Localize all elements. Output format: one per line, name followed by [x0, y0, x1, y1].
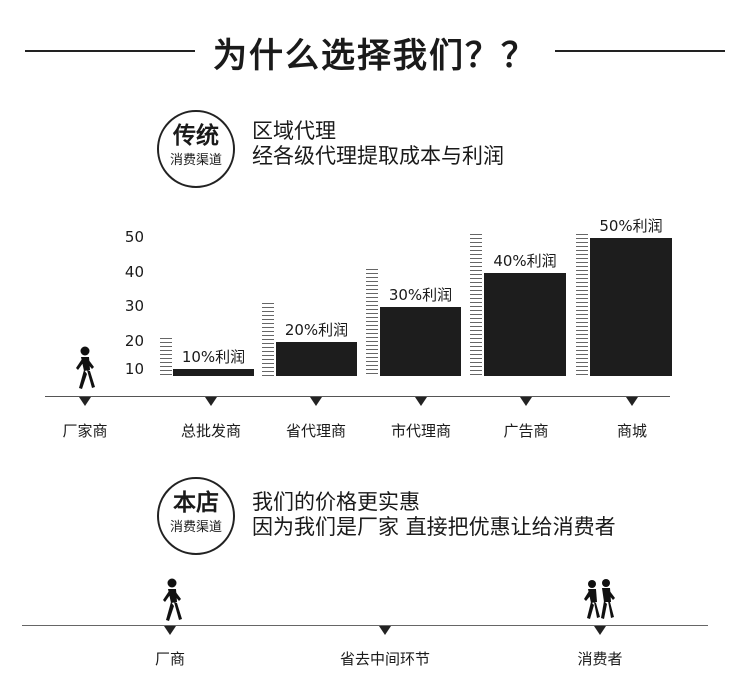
timeline-line — [22, 625, 708, 626]
category-label: 市代理商 — [390, 422, 451, 440]
y-tick-label: 10 — [124, 360, 144, 378]
bar-label: 40%利润 — [493, 251, 557, 270]
ours-badge: 本店 消费渠道 — [157, 477, 235, 555]
walking-person-icon — [76, 346, 95, 389]
category-marker — [415, 397, 427, 406]
timeline-label-skip-middle: 省去中间环节 — [339, 650, 430, 668]
timeline-label-factory: 厂商 — [154, 650, 185, 668]
y-tick-label: 20 — [124, 331, 144, 350]
walking-person-icon — [163, 578, 182, 621]
traditional-desc-line1: 区域代理 — [252, 119, 336, 143]
profit-chart: 50 40 30 20 10 10%利润 20%利润 30%利润 40%利润 50%利润厂家商 总批… — [45, 217, 672, 440]
ruler-2 — [262, 303, 274, 376]
timeline-marker — [379, 626, 391, 635]
ours-desc-line1: 我们的价格更实惠 — [252, 490, 420, 514]
title-line-left — [25, 50, 195, 52]
ruler-5 — [576, 234, 588, 376]
bar-商城 — [590, 238, 672, 376]
timeline-label-consumer: 消费者 — [577, 650, 623, 668]
category-label: 总批发商 — [180, 422, 241, 440]
ruler-4 — [470, 234, 482, 376]
traditional-badge: 传统 消费渠道 — [157, 110, 235, 188]
ruler-3 — [366, 268, 378, 376]
category-label: 广告商 — [503, 422, 549, 440]
y-tick-label: 50 — [124, 228, 144, 246]
bar-市代理商 — [380, 307, 461, 376]
category-marker — [310, 397, 322, 406]
category-marker — [520, 397, 532, 406]
bar-label: 10%利润 — [181, 348, 246, 366]
bar-label: 20%利润 — [284, 320, 349, 339]
category-marker — [205, 397, 217, 406]
timeline-marker — [164, 626, 176, 635]
bar-总批发商 — [173, 369, 254, 376]
ours-desc: 我们的价格更实惠 因为我们是厂家 直接把优惠让给消费者 — [252, 490, 616, 540]
ours-badge-sub: 消费渠道 — [169, 520, 222, 535]
category-label: 商城 — [616, 422, 647, 440]
category-marker — [626, 397, 638, 406]
bar-label: 30%利润 — [388, 286, 453, 304]
category-marker — [79, 397, 91, 406]
page-title: 为什么选择我们？？ — [213, 36, 537, 76]
ours-badge-title: 本店 — [173, 490, 219, 516]
two-people-icon — [584, 579, 615, 619]
chart-baseline — [45, 396, 670, 397]
bar-广告商 — [484, 272, 566, 376]
traditional-desc-line2: 经各级代理提取成本与利润 — [252, 144, 504, 168]
category-label: 厂家商 — [62, 422, 108, 440]
traditional-badge-sub: 消费渠道 — [169, 153, 222, 168]
category-label: 省代理商 — [285, 422, 346, 440]
y-tick-label: 40 — [124, 262, 144, 281]
timeline-marker — [594, 626, 606, 635]
traditional-desc: 区域代理 经各级代理提取成本与利润 — [252, 119, 504, 169]
bar-label: 50%利润 — [599, 217, 663, 235]
bar-省代理商 — [276, 341, 357, 376]
ruler-1 — [160, 337, 172, 376]
y-tick-label: 30 — [124, 297, 144, 315]
ours-desc-line2: 因为我们是厂家 直接把优惠让给消费者 — [252, 515, 616, 539]
title-line-right — [555, 50, 725, 52]
traditional-badge-title: 传统 — [173, 123, 219, 149]
